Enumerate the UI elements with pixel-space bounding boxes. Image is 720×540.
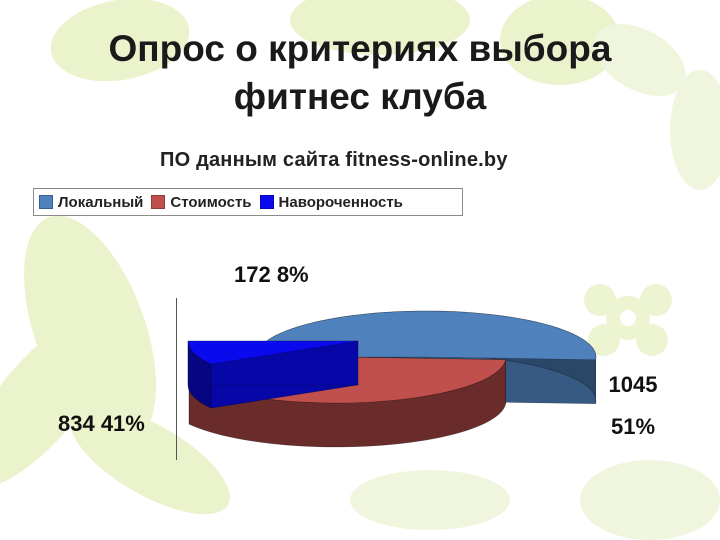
data-label-cost: 834 41% [58, 411, 145, 436]
slide-title-line-2: фитнес клуба [233, 76, 487, 117]
legend-swatch-local [39, 195, 53, 209]
legend-item-local: Локальный [39, 194, 143, 211]
slide-title-line-1: Опрос о критериях выбора [108, 28, 612, 69]
legend-swatch-cost [151, 195, 166, 209]
legend-item-nav: Навороченность [259, 193, 403, 211]
chart-legend: Локальный Стоимость Навороченность [33, 188, 463, 216]
legend-label-local: Локальный [58, 193, 144, 211]
chart-subtitle: ПО данным сайта fitness-online.by [160, 149, 508, 171]
legend-item-cost: Стоимость [151, 193, 252, 211]
pie-slice-nav [187, 340, 359, 409]
data-label-local-value: 1045 [608, 372, 658, 397]
data-label-nav: 172 8% [234, 262, 309, 287]
legend-label-nav: Навороченность [278, 193, 403, 211]
legend-swatch-nav [259, 195, 274, 209]
data-label-local-percent: 51% [610, 414, 656, 439]
chart-vertical-axis-line [176, 298, 177, 460]
legend-label-cost: Стоимость [170, 193, 252, 211]
